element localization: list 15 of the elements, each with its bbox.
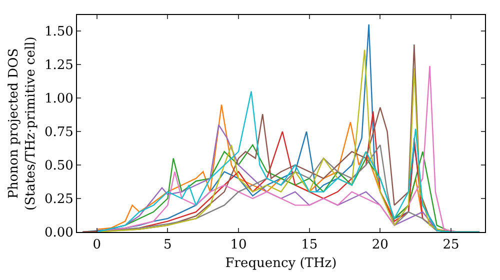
x-tick-label: 0 (92, 238, 101, 253)
x-tick-label: 5 (164, 238, 172, 253)
y-tick-label: 1.25 (44, 58, 74, 74)
x-axis-title: Frequency (THz) (225, 256, 337, 272)
x-tick-label: 20 (372, 238, 388, 253)
y-tick-label: 0.75 (44, 125, 74, 140)
y-axis-title: Phonon projected DOS (States/THz·primitive cell) (6, 36, 38, 211)
x-tick-label: 10 (230, 238, 247, 253)
y-tick-label: 1.50 (44, 24, 74, 40)
y-tick-label: 0.00 (44, 226, 74, 241)
x-tick-label: 15 (301, 238, 318, 253)
x-tick-label: 25 (442, 238, 460, 253)
y-tick-label: 1.00 (44, 92, 74, 107)
y-tick-label: 0.25 (44, 192, 74, 208)
y-tick-label: 0.50 (44, 158, 74, 174)
